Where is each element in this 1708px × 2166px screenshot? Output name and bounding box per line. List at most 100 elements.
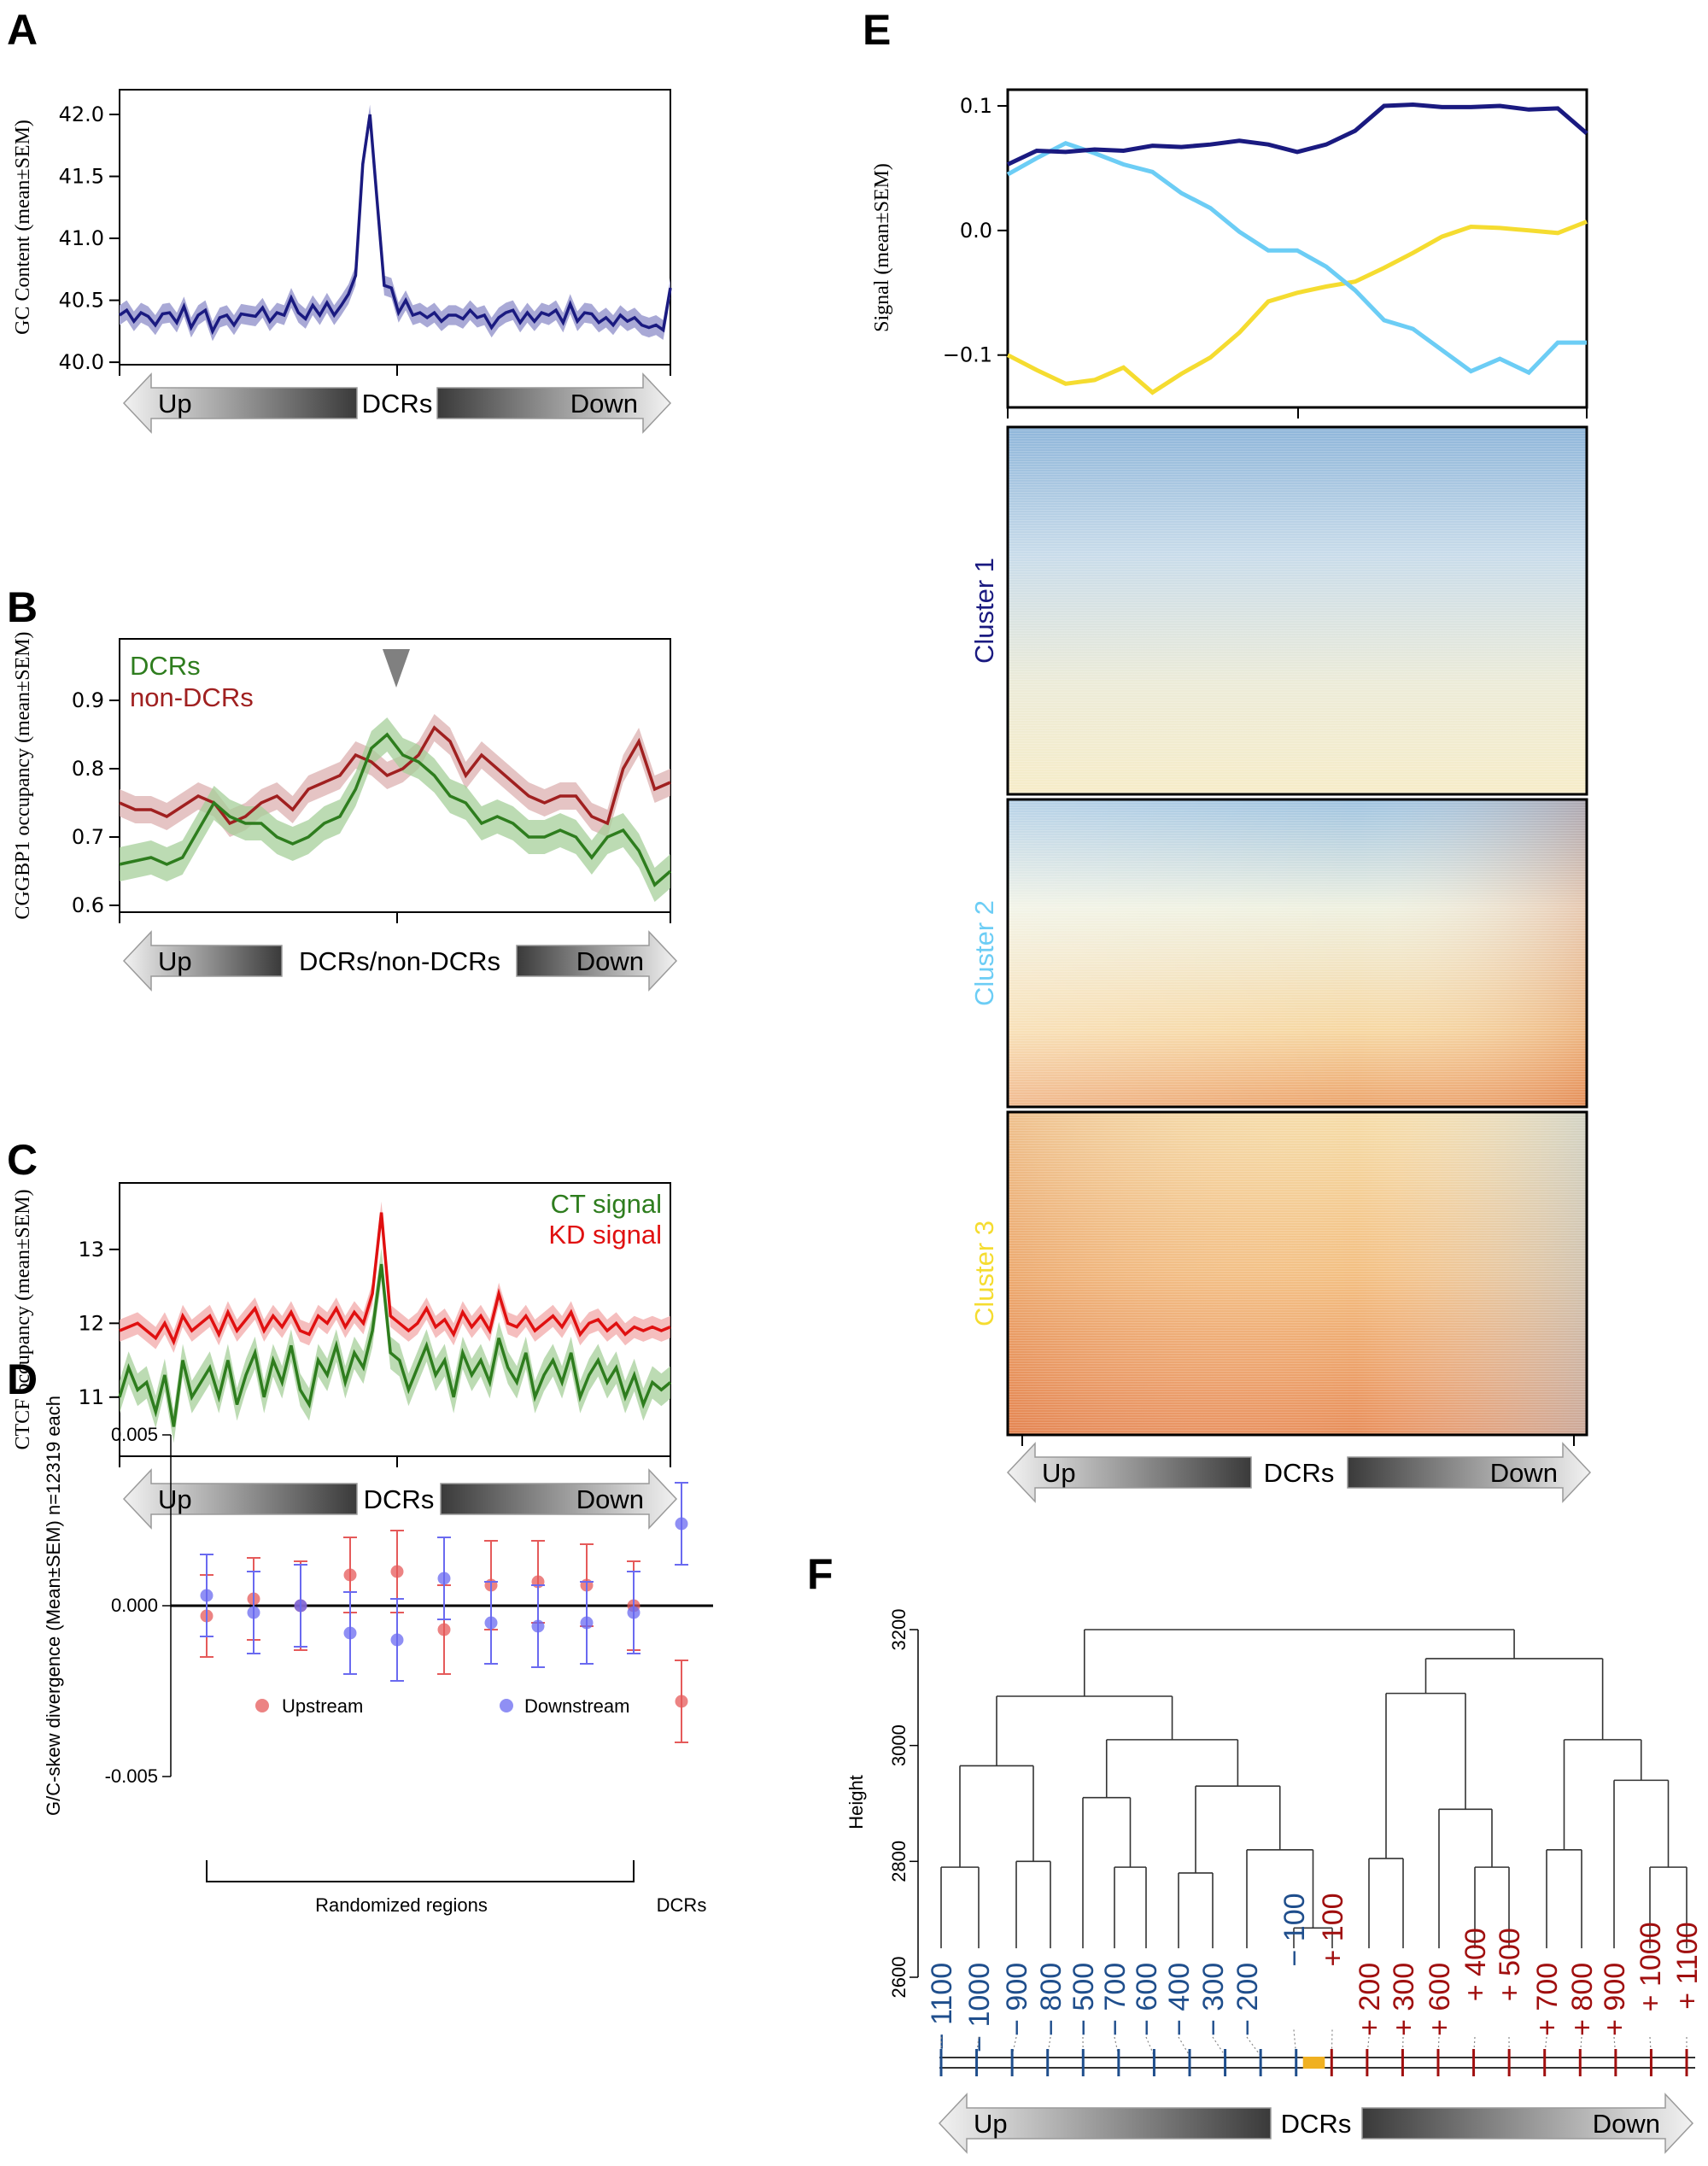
leaf-connector [1011,2036,1017,2057]
panel-f-direction-arrow: Up DCRs Down [938,2093,1694,2154]
leaf-connector [1544,2036,1547,2057]
panel-d: -0.005 0.000 0.005 Upstream Downstream Ran… [43,1396,713,1916]
arrow-label-up: Up [158,946,192,976]
leaf-label: + 100 [1317,1893,1349,1966]
y-tick-label: 40.0 [59,350,104,374]
panel-f-dendrogram [940,1629,1688,1949]
y-tick-label: 11 [78,1385,104,1409]
y-tick-label: 41.0 [59,226,104,250]
panel-e-cluster1-line [1006,102,1588,167]
panel-e-y-ticks: 0.1 0.0 −0.1 [943,94,1008,367]
leaf-label: + 900 [1599,1963,1631,2036]
leaf-label: − 100 [1278,1893,1311,1966]
panel-c: CT signal KD signal 11 12 13 CTCF occupanc… [12,1182,678,1530]
leaf-label: + 500 [1494,1928,1526,2001]
upstream-point [437,1623,451,1636]
leaf-connector [1212,2036,1226,2057]
arrow-label-center: DCRs/non-DCRs [299,946,500,976]
panel-f-y-axis-label: Height [845,1775,867,1829]
y-tick-label: 0.005 [111,1424,158,1445]
downstream-point [437,1572,451,1585]
panel-c-ct-line [118,1263,672,1427]
downstream-point [675,1517,688,1531]
panel-c-direction-arrow: Up DCRs Down [122,1468,678,1530]
downstream-point [390,1633,404,1647]
y-tick-label: 2600 [888,1957,910,1999]
panel-e-direction-arrow: Up DCRs Down [1006,1442,1592,1503]
leaf-label: + 300 [1388,1963,1420,2036]
leaf-label: − 500 [1068,1963,1100,2036]
downstream-point [200,1589,214,1602]
panel-b-dcr-line [119,732,672,887]
leaf-label: − 900 [1001,1963,1033,2036]
legend-upstream-marker [255,1699,269,1712]
arrow-label-center: DCRs [364,1484,435,1514]
y-tick-label: 13 [78,1238,104,1262]
y-tick-label: 0.0 [960,219,992,243]
arrow-label-center: DCRs [1264,1458,1335,1488]
downstream-point [627,1606,640,1619]
dcr-center-marker [1302,2057,1325,2069]
panel-a-direction-arrow: Up DCRs Down [122,372,672,434]
arrow-label-center: DCRs [1281,2109,1352,2139]
panel-e-cluster3-line [1006,220,1588,395]
downstream-point [247,1606,260,1619]
upstream-point [390,1565,404,1578]
panel-label-c: C [7,1136,38,1184]
panel-f-y-ticks: 2600 2800 3000 3200 [888,1609,918,1999]
arrow-left-shape [1006,1442,1252,1503]
leaf-connector [1579,2036,1582,2057]
leaf-label: + 800 [1566,1963,1599,2036]
leaf-label: − 800 [1035,1963,1068,2036]
leaf-label: + 1000 [1635,1922,1667,2011]
legend-downstream-marker [500,1699,513,1712]
downstream-point [580,1616,594,1630]
leaf-connector [1472,2036,1476,2057]
downstream-point [484,1616,498,1630]
leaf-label: − 200 [1231,1963,1264,2036]
y-tick-label: 0.000 [111,1595,158,1616]
leaf-label: + 1100 [1671,1922,1704,2009]
panel-label-b: B [7,583,38,631]
arrow-label-down: Down [576,1484,644,1514]
panel-c-kd-line [119,1212,671,1346]
panel-a-frame [119,89,671,366]
panel-d-points [200,1482,688,1743]
heatmap-label-cluster-1: Cluster 1 [969,558,999,664]
panel-b-legend-nondcrs: non-DCRs [130,682,254,712]
arrow-label-down: Down [1490,1458,1558,1488]
leaf-label: − 700 [1099,1963,1132,2036]
arrow-label-center: DCRs [362,389,433,419]
leaf-connector [1401,2036,1404,2057]
panel-e-cluster2-line [1006,140,1587,376]
panel-c-legend-kd: KD signal [548,1220,662,1250]
panel-c-legend-ct: CT signal [551,1189,662,1219]
panel-label-d: D [7,1355,38,1403]
leaf-label: + 700 [1531,1963,1564,2036]
arrow-label-up: Up [158,1484,192,1514]
panel-d-legend-downstream: Downstream [524,1695,629,1717]
downstream-point [531,1619,545,1633]
arrow-label-up: Up [158,389,192,419]
leaf-label: − 1100 [926,1963,958,2050]
y-tick-label: 12 [78,1311,104,1335]
arrow-left-shape [122,930,283,992]
arrow-right-shape [440,1468,678,1530]
leaf-label: − 300 [1197,1963,1230,2036]
panel-b: DCRs non-DCRs 0.6 0.7 0.8 0.9 CGGBP1 occupa… [12,631,678,992]
leaf-label: − 1000 [963,1963,996,2052]
leaf-label: + 200 [1354,1963,1386,2036]
arrow-right-shape [1347,1442,1592,1503]
leaf-connector [1437,2036,1440,2057]
panel-c-y-axis-label: CTCF occupancy (mean±SEM) [12,1189,34,1449]
arrow-label-up: Up [1042,1458,1076,1488]
upstream-point [675,1695,688,1708]
y-tick-label: −0.1 [943,343,992,367]
leaf-label: + 400 [1459,1928,1492,2001]
y-tick-label: 42.0 [59,102,104,126]
y-tick-label: 0.1 [960,94,992,118]
leaf-connector [1047,2036,1051,2057]
panel-b-y-ticks: 0.6 0.7 0.8 0.9 [72,688,120,917]
panel-b-legend-dcrs: DCRs [130,651,201,681]
